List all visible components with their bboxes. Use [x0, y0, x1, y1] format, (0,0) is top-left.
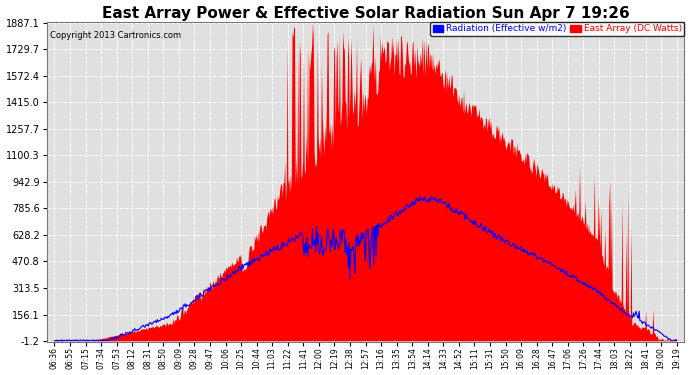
Title: East Array Power & Effective Solar Radiation Sun Apr 7 19:26: East Array Power & Effective Solar Radia… — [101, 6, 629, 21]
Legend: Radiation (Effective w/m2), East Array (DC Watts): Radiation (Effective w/m2), East Array (… — [430, 22, 684, 36]
Text: Copyright 2013 Cartronics.com: Copyright 2013 Cartronics.com — [50, 32, 181, 40]
